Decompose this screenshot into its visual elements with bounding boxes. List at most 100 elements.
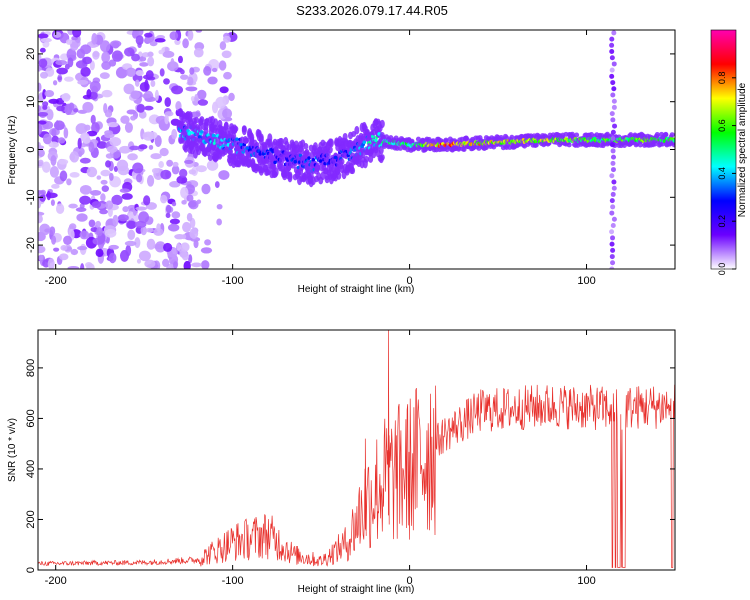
spec-y-tick-label: -10 [25,189,37,205]
snr-y-tick-label: 800 [25,359,37,377]
heatmap-cell [214,181,220,188]
heatmap-cell [154,38,166,43]
heatmap-cell [182,221,192,233]
heatmap-cell [610,247,616,253]
heatmap-cell [67,30,74,36]
heatmap-cell [53,247,60,252]
heatmap-cell [610,160,616,166]
heatmap-cell [610,167,616,173]
heatmap-cell [65,39,73,45]
heatmap-cell [574,132,580,138]
heatmap-cell [207,154,213,162]
heatmap-cell [136,173,143,183]
heatmap-cell [610,80,616,86]
heatmap-cell [101,61,112,70]
heatmap-cell [179,69,185,75]
heatmap-cell [127,153,138,161]
heatmap-cell [204,239,212,246]
heatmap-cell [113,166,119,173]
spec-y-tick-label: 20 [25,48,37,60]
heatmap-cell [70,41,79,51]
heatmap-cell [123,83,135,95]
heatmap-cell [219,86,229,94]
heatmap-cell [56,67,68,75]
heatmap-cell [146,238,156,250]
snr-x-label: Height of straight line (km) [298,584,415,595]
snr-x-tick-label: 100 [577,575,595,587]
heatmap-cell [163,242,173,252]
heatmap-cell [609,229,615,235]
heatmap-cell [609,173,615,179]
heatmap-cell [50,154,57,166]
heatmap-cell [243,137,249,144]
heatmap-cell [609,198,615,204]
heatmap-cell [171,211,181,219]
heatmap-cell [105,153,114,159]
heatmap-cell [176,175,188,184]
heatmap-cell [130,115,137,121]
heatmap-cell [38,198,42,209]
spec-x-tick-label: -200 [45,275,67,287]
heatmap-cell [164,97,172,108]
heatmap-cell [126,220,137,229]
heatmap-cell [336,171,342,180]
heatmap-cell [117,214,129,222]
colorbar-label: Normalized spectral amplitude [737,82,748,217]
heatmap-cell [86,130,98,137]
spectrogram-x-label: Height of straight line (km) [298,284,415,295]
heatmap-cell [311,157,316,162]
heatmap-cell [333,155,338,160]
heatmap-cell [38,120,47,125]
heatmap-cell [38,149,45,157]
heatmap-cell [171,128,178,140]
heatmap-cell [318,159,323,163]
snr-x-ticks: -200 -100 0 100 [45,330,596,587]
heatmap-cell [124,122,133,133]
heatmap-cell [610,117,616,123]
heatmap-cell [177,55,183,64]
heatmap-cell [61,92,71,102]
heatmap-cell [46,108,54,121]
snr-series-line [38,330,675,568]
heatmap-cell [124,240,137,247]
heatmap-cell [100,193,106,202]
heatmap-cell [138,211,150,224]
heatmap-cell [47,258,55,269]
colorbar-tick-label: 0.8 [717,72,727,85]
heatmap-cell [51,183,60,189]
heatmap-cell [610,191,616,197]
heatmap-cell [328,138,334,148]
heatmap-cell [180,74,189,80]
heatmap-cell [80,66,91,77]
heatmap-cell [154,241,166,253]
heatmap-cell [610,235,616,241]
heatmap-cell [342,132,348,141]
heatmap-cell [70,248,79,256]
heatmap-cell [101,51,111,64]
heatmap-cell [221,50,232,59]
snr-x-tick-label: 0 [407,575,413,587]
heatmap-cell [610,129,616,135]
heatmap-cell [50,199,55,206]
heatmap-cell [143,105,154,111]
heatmap-cell [38,159,44,166]
heatmap-cell [195,165,207,173]
heatmap-cell [223,71,232,80]
heatmap-cell [111,50,123,62]
heatmap-cell [99,209,108,215]
heatmap-cell [75,207,87,213]
heatmap-cell [509,134,515,140]
heatmap-cell [75,123,88,135]
heatmap-cell [186,194,194,202]
spectrogram-y-label: Frequency (Hz) [7,116,18,185]
colorbar-ticks: 0.0 0.2 0.4 0.6 0.8 [717,72,736,275]
heatmap-cell [101,89,113,98]
heatmap-cell [79,230,90,240]
heatmap-cell [125,244,132,257]
colorbar: 0.0 0.2 0.4 0.6 0.8 Normalized spectral ampl… [710,29,748,275]
heatmap-cell [172,161,179,167]
heatmap-cell [104,228,117,238]
spec-x-tick-label: -100 [222,275,244,287]
heatmap-cell [82,101,94,113]
